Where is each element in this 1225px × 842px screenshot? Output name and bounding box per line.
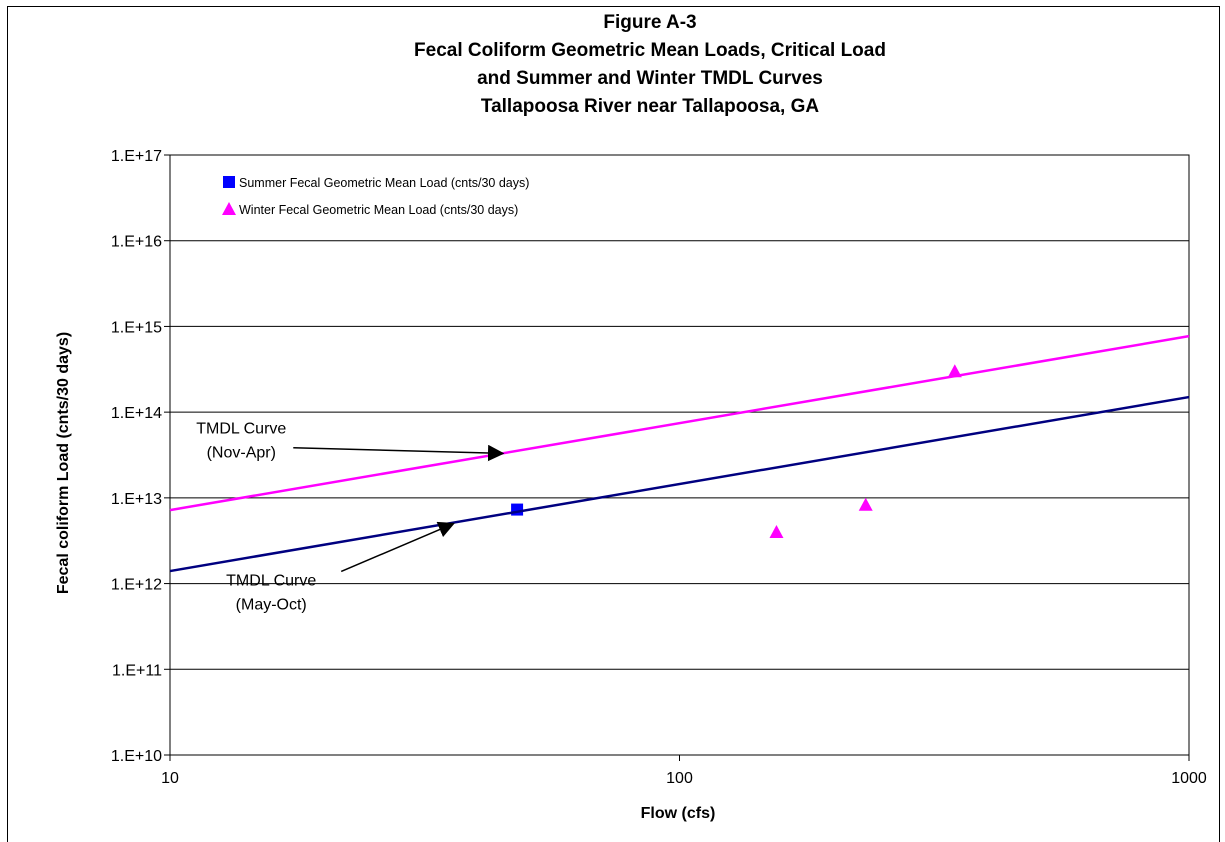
chart-title-line-3: and Summer and Winter TMDL Curves — [477, 68, 823, 89]
x-tick-label: 1000 — [1171, 770, 1207, 787]
series-layer — [169, 334, 1190, 573]
summer-point — [511, 503, 524, 516]
axis-ticks: 1.E+10 1.E+11 1.E+12 1.E+13 1.E+14 1.E+15 1.E+… — [111, 148, 1207, 787]
y-tick-label: 1.E+12 — [111, 577, 162, 594]
legend-label: Summer Fecal Geometric Mean Load (cnts/3… — [239, 176, 529, 190]
annotation-text: TMDL Curve — [196, 421, 286, 438]
y-tick-label: 1.E+16 — [111, 234, 162, 251]
chart-title-line-4: Tallapoosa River near Tallapoosa, GA — [481, 96, 820, 117]
tmdl-curve-line-4 — [169, 395, 1190, 573]
annotation-arrow — [293, 444, 505, 462]
annotation-text: (May-Oct) — [236, 596, 307, 613]
legend-label: Winter Fecal Geometric Mean Load (cnts/3… — [239, 203, 518, 217]
legend: Summer Fecal Geometric Mean Load (cnts/3… — [222, 176, 529, 217]
gridlines — [170, 154, 1189, 756]
annotation-text: TMDL Curve — [226, 572, 316, 589]
winter-point — [858, 497, 873, 511]
annotation-arrow — [340, 521, 455, 573]
x-tick-label: 100 — [666, 770, 693, 787]
x-axis-title: Flow (cfs) — [641, 805, 716, 822]
y-tick-label: 1.E+11 — [112, 662, 162, 679]
annotations: TMDL Curve (Nov-Apr) TMDL Curve (May-Oct) — [196, 421, 505, 613]
y-tick-label: 1.E+14 — [111, 405, 162, 422]
y-tick-label: 1.E+10 — [111, 748, 162, 765]
legend-square-marker — [223, 176, 235, 188]
y-tick-label: 1.E+13 — [111, 491, 162, 508]
plot-area — [169, 154, 1190, 756]
x-tick-label: 10 — [161, 770, 179, 787]
y-tick-label: 1.E+15 — [111, 319, 162, 336]
chart-title: Figure A-3 Fecal Coliform Geometric Mean… — [414, 12, 886, 117]
legend-triangle-marker — [222, 202, 236, 215]
winter-point — [769, 524, 784, 538]
y-axis-title: Fecal coliform Load (cnts/30 days) — [55, 332, 72, 594]
tmdl-curve-line-3 — [169, 334, 1190, 512]
winter-point — [947, 364, 962, 378]
chart-frame — [7, 6, 1220, 842]
y-tick-label: 1.E+17 — [111, 148, 162, 165]
chart-title-line-2: Fecal Coliform Geometric Mean Loads, Cri… — [414, 40, 886, 61]
chart-title-line-1: Figure A-3 — [603, 12, 696, 33]
annotation-text: (Nov-Apr) — [207, 445, 276, 462]
